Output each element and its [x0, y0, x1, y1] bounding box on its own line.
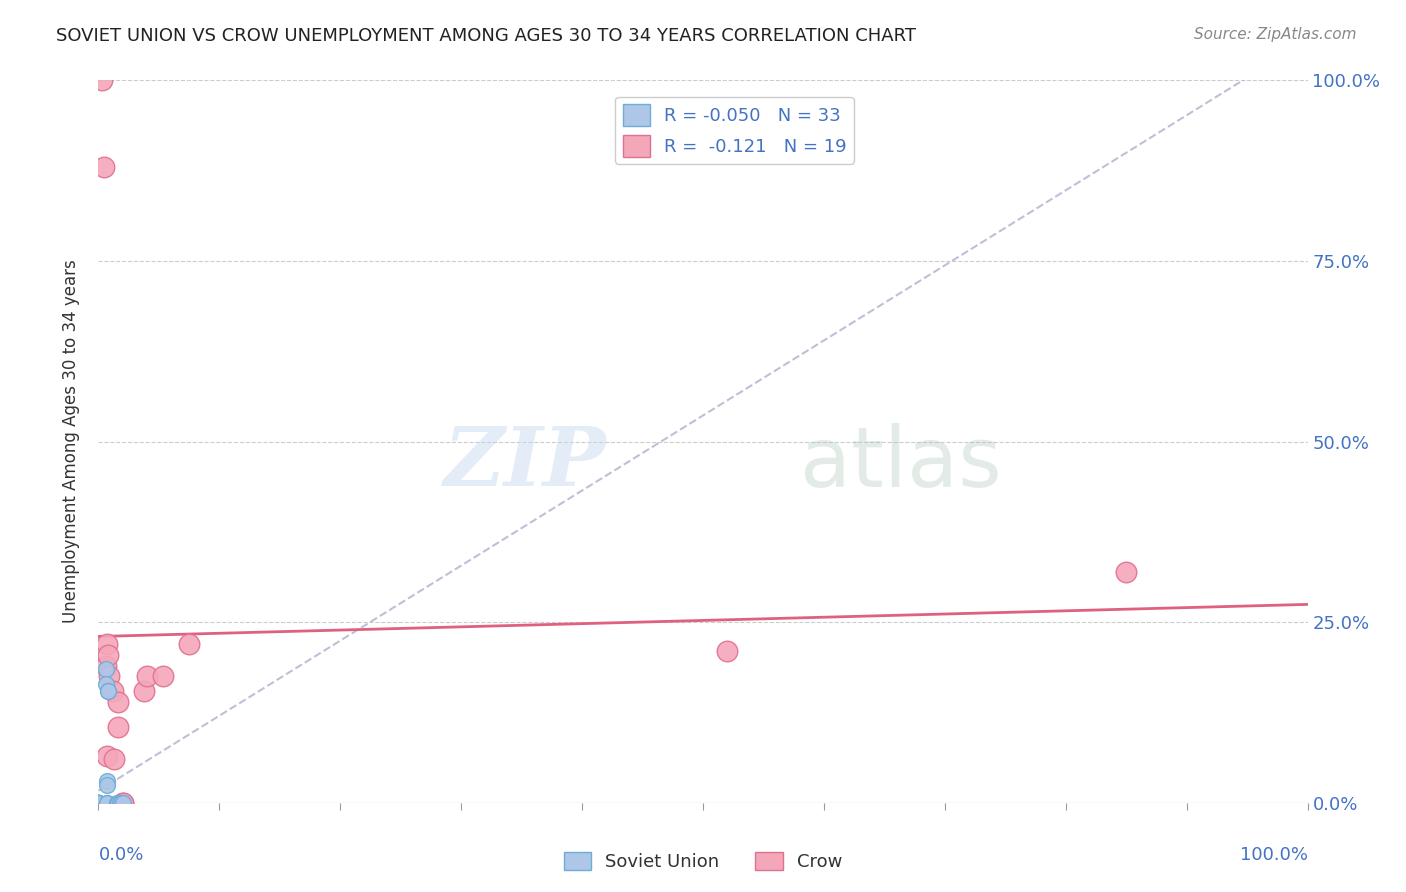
Point — [87, 796, 110, 810]
Point — [97, 648, 120, 662]
Point — [87, 796, 110, 810]
Point — [1115, 565, 1137, 579]
Point — [87, 796, 110, 810]
Point — [87, 796, 110, 810]
Point — [108, 796, 131, 810]
Point — [96, 796, 118, 810]
Text: ZIP: ZIP — [444, 423, 606, 503]
Text: atlas: atlas — [800, 423, 1001, 504]
Point — [105, 796, 128, 810]
Text: Source: ZipAtlas.com: Source: ZipAtlas.com — [1194, 27, 1357, 42]
Point — [87, 796, 110, 810]
Y-axis label: Unemployment Among Ages 30 to 34 years: Unemployment Among Ages 30 to 34 years — [62, 260, 80, 624]
Point — [96, 796, 118, 810]
Point — [107, 695, 129, 709]
Point — [87, 796, 110, 810]
Point — [98, 669, 121, 683]
Point — [96, 778, 118, 792]
Legend: R = -0.050   N = 33, R =  -0.121   N = 19: R = -0.050 N = 33, R = -0.121 N = 19 — [616, 96, 853, 164]
Point — [87, 796, 110, 810]
Point — [87, 796, 110, 810]
Point — [87, 796, 110, 810]
Point — [87, 796, 110, 810]
Point — [94, 658, 117, 673]
Point — [135, 669, 157, 683]
Point — [96, 637, 118, 651]
Point — [179, 637, 201, 651]
Text: 100.0%: 100.0% — [1240, 847, 1308, 864]
Point — [87, 796, 110, 810]
Text: SOVIET UNION VS CROW UNEMPLOYMENT AMONG AGES 30 TO 34 YEARS CORRELATION CHART: SOVIET UNION VS CROW UNEMPLOYMENT AMONG … — [56, 27, 917, 45]
Point — [97, 683, 120, 698]
Point — [87, 796, 110, 810]
Point — [101, 683, 124, 698]
Point — [107, 796, 129, 810]
Point — [111, 796, 134, 810]
Point — [111, 796, 134, 810]
Point — [87, 796, 110, 810]
Point — [96, 774, 118, 789]
Point — [716, 644, 738, 658]
Point — [87, 796, 110, 810]
Point — [87, 796, 110, 810]
Point — [94, 662, 117, 676]
Point — [134, 683, 156, 698]
Point — [111, 796, 134, 810]
Point — [107, 796, 129, 810]
Point — [87, 796, 110, 810]
Point — [96, 748, 118, 763]
Point — [93, 160, 115, 174]
Point — [91, 73, 114, 87]
Text: 0.0%: 0.0% — [98, 847, 143, 864]
Point — [110, 796, 132, 810]
Point — [94, 676, 117, 690]
Point — [152, 669, 174, 683]
Point — [87, 796, 110, 810]
Point — [87, 796, 110, 810]
Point — [87, 796, 110, 810]
Legend: Soviet Union, Crow: Soviet Union, Crow — [557, 845, 849, 879]
Point — [97, 683, 120, 698]
Point — [107, 720, 129, 734]
Point — [103, 752, 125, 766]
